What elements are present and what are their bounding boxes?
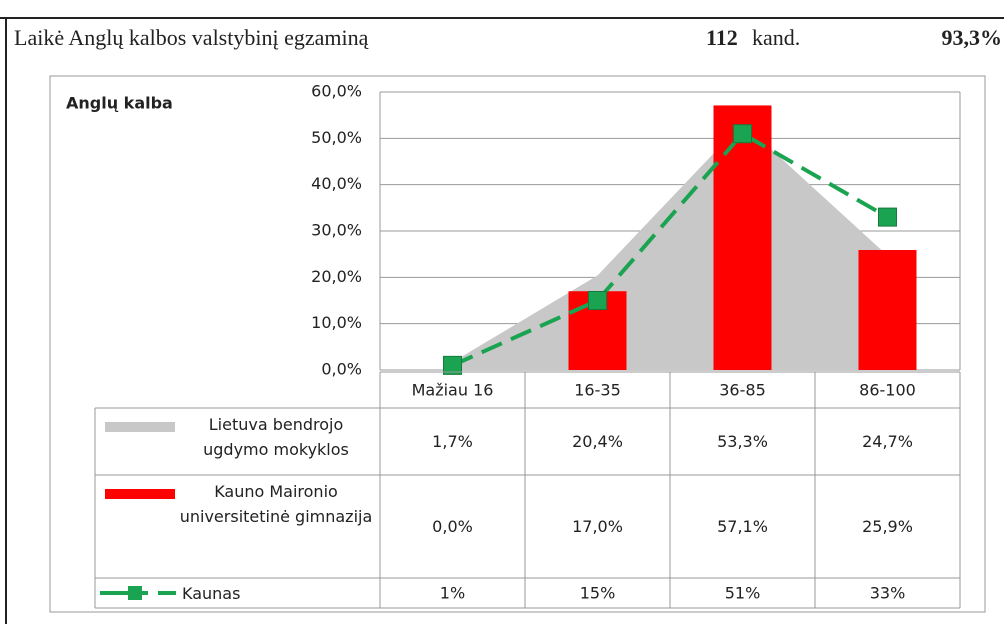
chart-title: Anglų kalba: [66, 94, 173, 113]
y-tick-label: 60,0%: [311, 82, 362, 101]
legend-label: Kaunas: [182, 584, 241, 603]
header-count-unit: kand.: [752, 25, 800, 50]
legend-marker: [128, 586, 142, 600]
bar: [713, 105, 772, 370]
table-value: 1%: [440, 584, 465, 603]
y-tick-label: 50,0%: [311, 128, 362, 147]
y-tick-label: 30,0%: [311, 221, 362, 240]
table-value: 57,1%: [717, 517, 768, 536]
table-value: 25,9%: [862, 517, 913, 536]
y-tick-label: 40,0%: [311, 174, 362, 193]
chart-frame: [49, 75, 986, 613]
legend-swatch: [105, 422, 175, 432]
table-value: 0,0%: [432, 517, 473, 536]
table-value: 1,7%: [432, 432, 473, 451]
line: [451, 131, 889, 368]
table-value: 17,0%: [572, 517, 623, 536]
header-count: 112: [706, 25, 738, 50]
y-tick-label: 0,0%: [321, 360, 362, 379]
legend-label: Lietuva bendrojo ugdymo mokyklos: [203, 415, 349, 459]
x-tick-label: 16-35: [574, 381, 621, 400]
area: [452, 123, 888, 370]
y-tick-label: 20,0%: [311, 267, 362, 286]
marker: [733, 124, 752, 144]
table-value: 20,4%: [572, 432, 623, 451]
table-value: 15%: [580, 584, 616, 603]
marker: [588, 291, 607, 310]
x-tick-label: 86-100: [859, 381, 916, 400]
table-value: 53,3%: [717, 432, 768, 451]
legend-swatch: [105, 489, 175, 499]
table-value: 33%: [870, 584, 906, 603]
header-exam: Laikė Anglų kalbos valstybinį egzaminą: [14, 25, 369, 50]
x-tick-label: 36-85: [719, 381, 766, 400]
legend-label: Kauno Maironio universitetinė gimnazija: [179, 482, 373, 526]
header-percent: 93,3%: [942, 25, 1003, 50]
marker: [443, 355, 462, 375]
x-tick-label: Mažiau 16: [412, 381, 494, 400]
table-value: 24,7%: [862, 432, 913, 451]
bar: [858, 249, 917, 370]
marker: [878, 207, 897, 227]
table-value: 51%: [725, 584, 761, 603]
y-tick-label: 10,0%: [311, 313, 362, 332]
